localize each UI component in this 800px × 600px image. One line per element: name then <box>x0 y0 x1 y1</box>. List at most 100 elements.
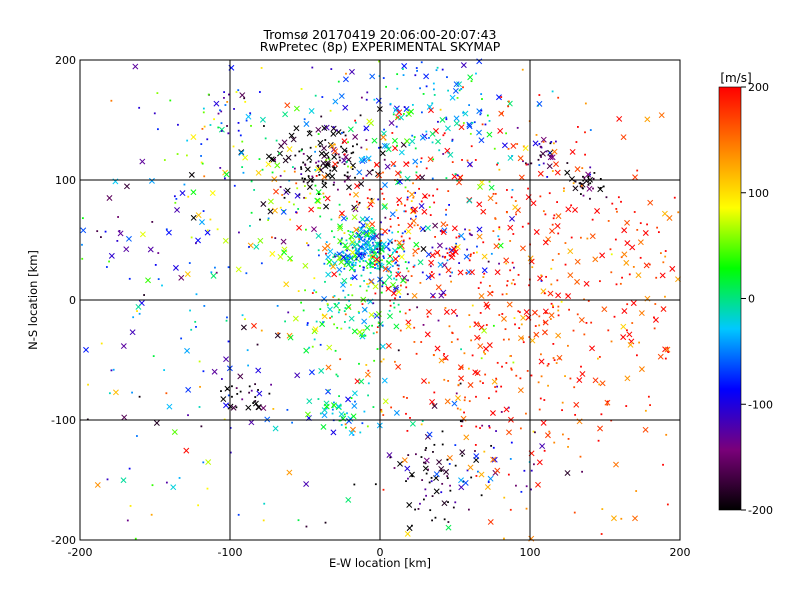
data-point-cross <box>315 189 322 196</box>
data-point-cross <box>306 130 313 137</box>
data-point-cross <box>123 246 130 253</box>
data-point-cross <box>597 425 603 432</box>
data-point-dot <box>395 116 398 119</box>
data-point-cross <box>351 390 358 397</box>
data-point-dot <box>334 153 337 155</box>
data-point-dot <box>359 285 362 288</box>
data-point-dot <box>300 173 303 176</box>
data-point-dot <box>403 210 406 213</box>
data-point-dot <box>543 399 546 401</box>
data-point-dot <box>557 309 560 312</box>
data-point-dot <box>309 160 312 163</box>
data-point-dot <box>441 443 444 446</box>
data-point-dot <box>385 85 387 88</box>
data-point-dot <box>248 391 251 394</box>
data-point-cross <box>664 346 671 353</box>
data-point-dot <box>402 395 405 398</box>
data-point-dot <box>300 88 303 90</box>
data-point-dot <box>477 470 479 473</box>
data-point-cross <box>542 308 549 315</box>
data-point-dot <box>227 394 230 397</box>
data-point-dot <box>275 139 278 142</box>
x-axis-label: E-W location [km] <box>329 556 431 570</box>
data-point-dot <box>601 508 604 510</box>
data-point-dot <box>394 262 396 265</box>
data-point-cross <box>398 243 405 249</box>
data-point-dot <box>563 187 565 190</box>
data-point-dot <box>333 323 336 326</box>
data-point-dot <box>397 303 400 306</box>
data-point-dot <box>173 195 176 198</box>
data-point-dot <box>526 370 529 372</box>
data-point-dot <box>471 354 474 357</box>
data-point-dot <box>203 175 206 178</box>
data-point-dot <box>412 265 415 268</box>
data-point-dot <box>356 143 358 146</box>
data-point-dot <box>296 187 299 190</box>
data-point-dot <box>412 254 415 257</box>
data-point-dot <box>475 72 477 75</box>
data-point-cross <box>405 323 412 330</box>
data-point-cross <box>661 210 668 217</box>
data-point-dot <box>587 183 590 186</box>
data-point-dot <box>446 259 449 262</box>
data-point-dot <box>388 249 391 252</box>
data-point-cross <box>412 248 419 255</box>
data-point-dot <box>408 144 411 147</box>
data-point-dot <box>118 230 121 232</box>
data-point-cross <box>318 150 325 157</box>
data-point-cross <box>364 215 371 222</box>
data-point-dot <box>314 145 317 148</box>
data-point-cross <box>486 131 493 138</box>
data-point-dot <box>388 309 391 312</box>
data-point-dot <box>381 233 384 236</box>
data-point-dot <box>396 144 398 147</box>
data-point-dot <box>150 513 153 516</box>
data-point-dot <box>318 173 321 176</box>
data-point-dot <box>329 264 331 267</box>
data-point-cross <box>383 143 390 149</box>
data-point-dot <box>454 173 457 175</box>
data-point-dot <box>514 323 516 326</box>
data-point-dot <box>527 163 529 166</box>
data-point-dot <box>579 236 582 239</box>
data-point-dot <box>389 255 391 257</box>
data-point-cross <box>512 204 519 211</box>
data-point-dot <box>425 447 428 449</box>
data-point-cross <box>338 411 345 418</box>
data-point-dot <box>446 76 448 79</box>
data-point-dot <box>325 159 328 161</box>
data-point-dot <box>414 74 417 77</box>
data-point-cross <box>501 315 507 322</box>
data-point-dot <box>551 90 554 93</box>
data-point-dot <box>362 266 365 269</box>
data-point-cross <box>569 175 575 182</box>
data-point-dot <box>350 166 353 169</box>
data-point-dot <box>341 250 344 253</box>
data-point-dot <box>365 139 368 141</box>
data-point-dot <box>330 68 333 70</box>
data-point-cross <box>421 378 427 384</box>
data-point-dot <box>348 307 351 309</box>
data-point-cross <box>417 259 424 266</box>
data-point-dot <box>457 383 460 386</box>
data-point-dot <box>344 313 347 316</box>
data-point-dot <box>358 236 361 239</box>
data-point-dot <box>646 223 648 226</box>
data-point-dot <box>557 232 560 235</box>
data-point-dot <box>344 246 346 248</box>
data-point-dot <box>331 408 334 411</box>
data-point-dot <box>358 265 361 267</box>
data-point-cross <box>341 277 348 284</box>
data-point-dot <box>274 237 277 240</box>
data-point-dot <box>241 166 244 168</box>
data-point-dot <box>449 275 452 277</box>
data-point-cross <box>336 266 343 273</box>
data-point-dot <box>180 337 183 340</box>
data-point-cross <box>354 248 361 255</box>
data-point-dot <box>382 255 385 258</box>
data-point-dot <box>465 272 468 274</box>
data-point-cross <box>382 398 389 405</box>
data-point-cross <box>574 278 581 285</box>
